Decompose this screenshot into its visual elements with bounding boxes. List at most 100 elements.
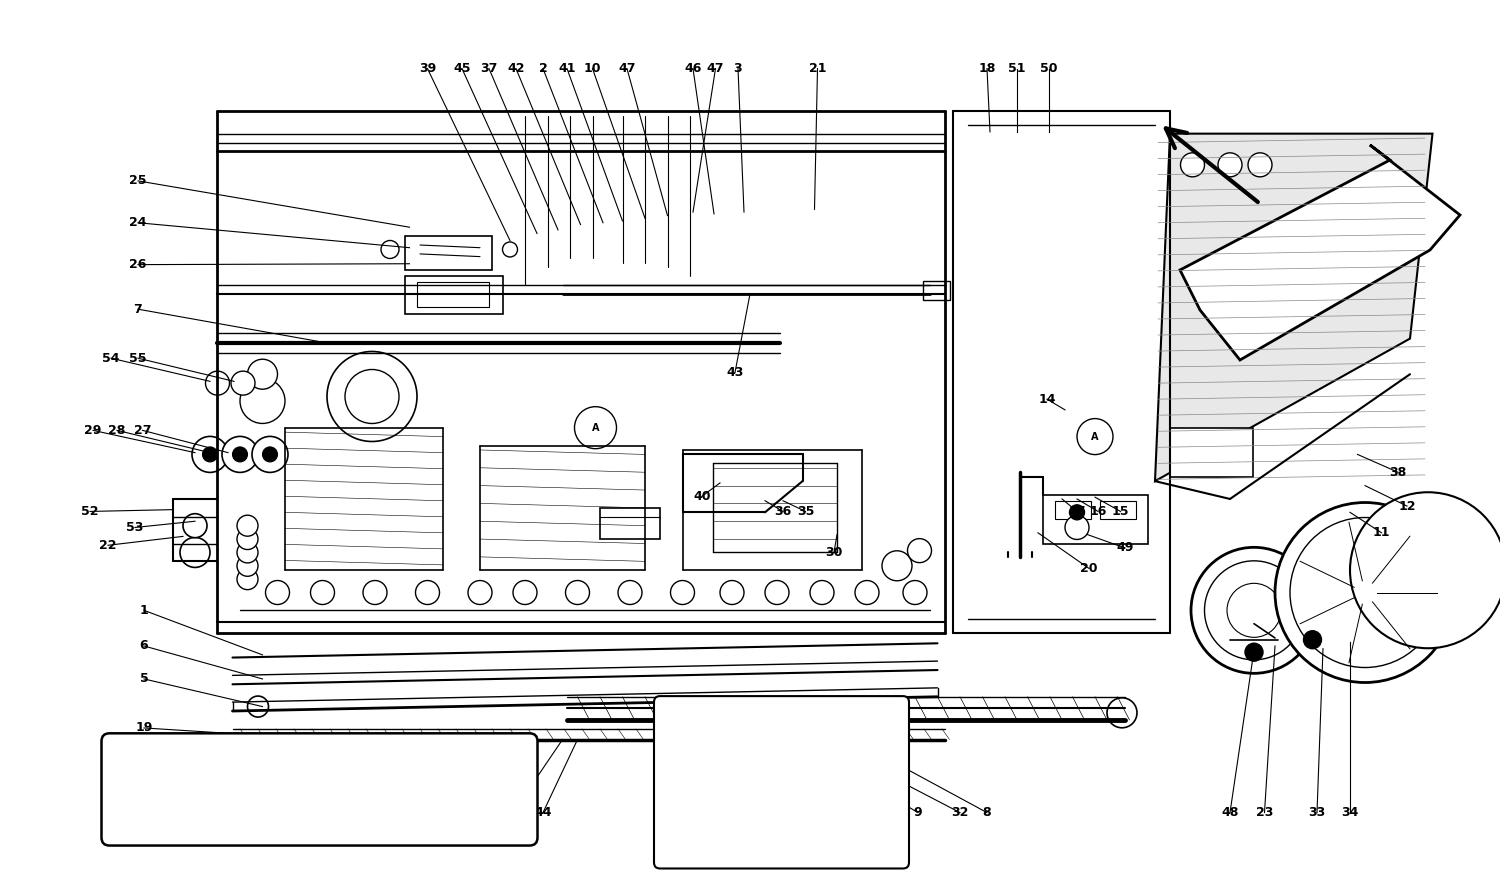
- Circle shape: [1077, 419, 1113, 454]
- Text: 32: 32: [951, 806, 969, 819]
- Text: 7: 7: [134, 303, 142, 315]
- Circle shape: [783, 749, 843, 810]
- Circle shape: [327, 351, 417, 442]
- Text: 1: 1: [140, 604, 148, 617]
- Text: 40: 40: [693, 490, 711, 503]
- Text: 44: 44: [534, 806, 552, 819]
- Text: 24: 24: [129, 217, 147, 229]
- Text: 41: 41: [558, 62, 576, 75]
- Circle shape: [248, 696, 268, 717]
- Text: 23: 23: [1256, 806, 1274, 819]
- Text: A: A: [591, 422, 598, 433]
- Circle shape: [1245, 643, 1263, 661]
- Circle shape: [720, 581, 744, 604]
- Text: 48: 48: [1221, 806, 1239, 819]
- Text: 53: 53: [126, 521, 144, 534]
- Text: 54: 54: [102, 352, 120, 364]
- Text: 47: 47: [706, 62, 724, 75]
- Text: 11: 11: [1372, 527, 1390, 539]
- Circle shape: [310, 581, 334, 604]
- Text: 35: 35: [796, 505, 814, 518]
- Text: 8: 8: [982, 806, 992, 819]
- Circle shape: [1191, 547, 1317, 674]
- Text: 26: 26: [129, 258, 147, 271]
- Text: 37: 37: [480, 62, 498, 75]
- Text: For door lining see description: For door lining see description: [194, 764, 446, 780]
- Circle shape: [231, 372, 255, 395]
- Bar: [922, 281, 950, 300]
- Circle shape: [798, 764, 828, 795]
- Circle shape: [248, 359, 278, 389]
- Circle shape: [1180, 153, 1204, 176]
- Text: 42: 42: [507, 62, 525, 75]
- Circle shape: [503, 242, 518, 257]
- Circle shape: [237, 555, 258, 576]
- Circle shape: [574, 406, 616, 449]
- Circle shape: [1227, 584, 1281, 637]
- Circle shape: [855, 581, 879, 604]
- Text: 31: 31: [468, 806, 486, 819]
- Circle shape: [513, 581, 537, 604]
- Circle shape: [882, 551, 912, 581]
- Text: 52: 52: [81, 505, 99, 518]
- Text: 15: 15: [1112, 505, 1130, 518]
- Circle shape: [183, 514, 207, 537]
- Circle shape: [1290, 518, 1440, 667]
- Circle shape: [222, 437, 258, 472]
- Text: 51: 51: [1008, 62, 1026, 75]
- Circle shape: [1350, 492, 1500, 649]
- Text: 29: 29: [84, 424, 102, 437]
- Circle shape: [908, 539, 932, 562]
- Circle shape: [618, 581, 642, 604]
- Circle shape: [180, 537, 210, 568]
- Circle shape: [252, 437, 288, 472]
- Text: 13: 13: [504, 806, 522, 819]
- Text: 20: 20: [1080, 562, 1098, 575]
- Circle shape: [657, 747, 723, 813]
- Circle shape: [262, 447, 278, 462]
- Circle shape: [237, 515, 258, 536]
- Circle shape: [903, 581, 927, 604]
- Circle shape: [1218, 153, 1242, 176]
- Circle shape: [237, 542, 258, 563]
- Circle shape: [266, 581, 290, 604]
- Circle shape: [240, 379, 285, 423]
- Text: Per foderine porta vedi descrizione: Per foderine porta vedi descrizione: [174, 799, 465, 814]
- Circle shape: [1275, 503, 1455, 683]
- Text: 38: 38: [1389, 466, 1407, 478]
- Bar: [405, 276, 502, 314]
- Circle shape: [232, 447, 248, 462]
- Text: 55: 55: [129, 352, 147, 364]
- Text: 50: 50: [1040, 62, 1058, 75]
- Text: 17: 17: [1068, 505, 1086, 518]
- Bar: [1054, 501, 1090, 519]
- Bar: [600, 508, 660, 539]
- Circle shape: [416, 581, 440, 604]
- Text: 45: 45: [453, 62, 471, 75]
- Circle shape: [1304, 631, 1322, 649]
- Circle shape: [468, 581, 492, 604]
- Polygon shape: [1180, 145, 1460, 360]
- Text: 22: 22: [99, 539, 117, 552]
- Text: 4: 4: [432, 806, 441, 819]
- Circle shape: [363, 581, 387, 604]
- Text: A: A: [1090, 431, 1098, 442]
- Text: 43: 43: [726, 366, 744, 379]
- Circle shape: [1065, 516, 1089, 539]
- Text: 34: 34: [1341, 806, 1359, 819]
- Circle shape: [202, 447, 217, 462]
- Circle shape: [1107, 698, 1137, 728]
- Bar: [1100, 501, 1136, 519]
- Text: 47: 47: [618, 62, 636, 75]
- Circle shape: [672, 762, 708, 797]
- Text: 25: 25: [129, 175, 147, 187]
- Circle shape: [1204, 560, 1304, 660]
- Text: 10: 10: [584, 62, 602, 75]
- Text: 33: 33: [1308, 806, 1326, 819]
- Text: 28: 28: [108, 424, 126, 437]
- Text: 49: 49: [1116, 542, 1134, 554]
- Circle shape: [237, 568, 258, 590]
- Bar: [1042, 495, 1148, 544]
- Text: 16: 16: [1089, 505, 1107, 518]
- Bar: [405, 236, 492, 270]
